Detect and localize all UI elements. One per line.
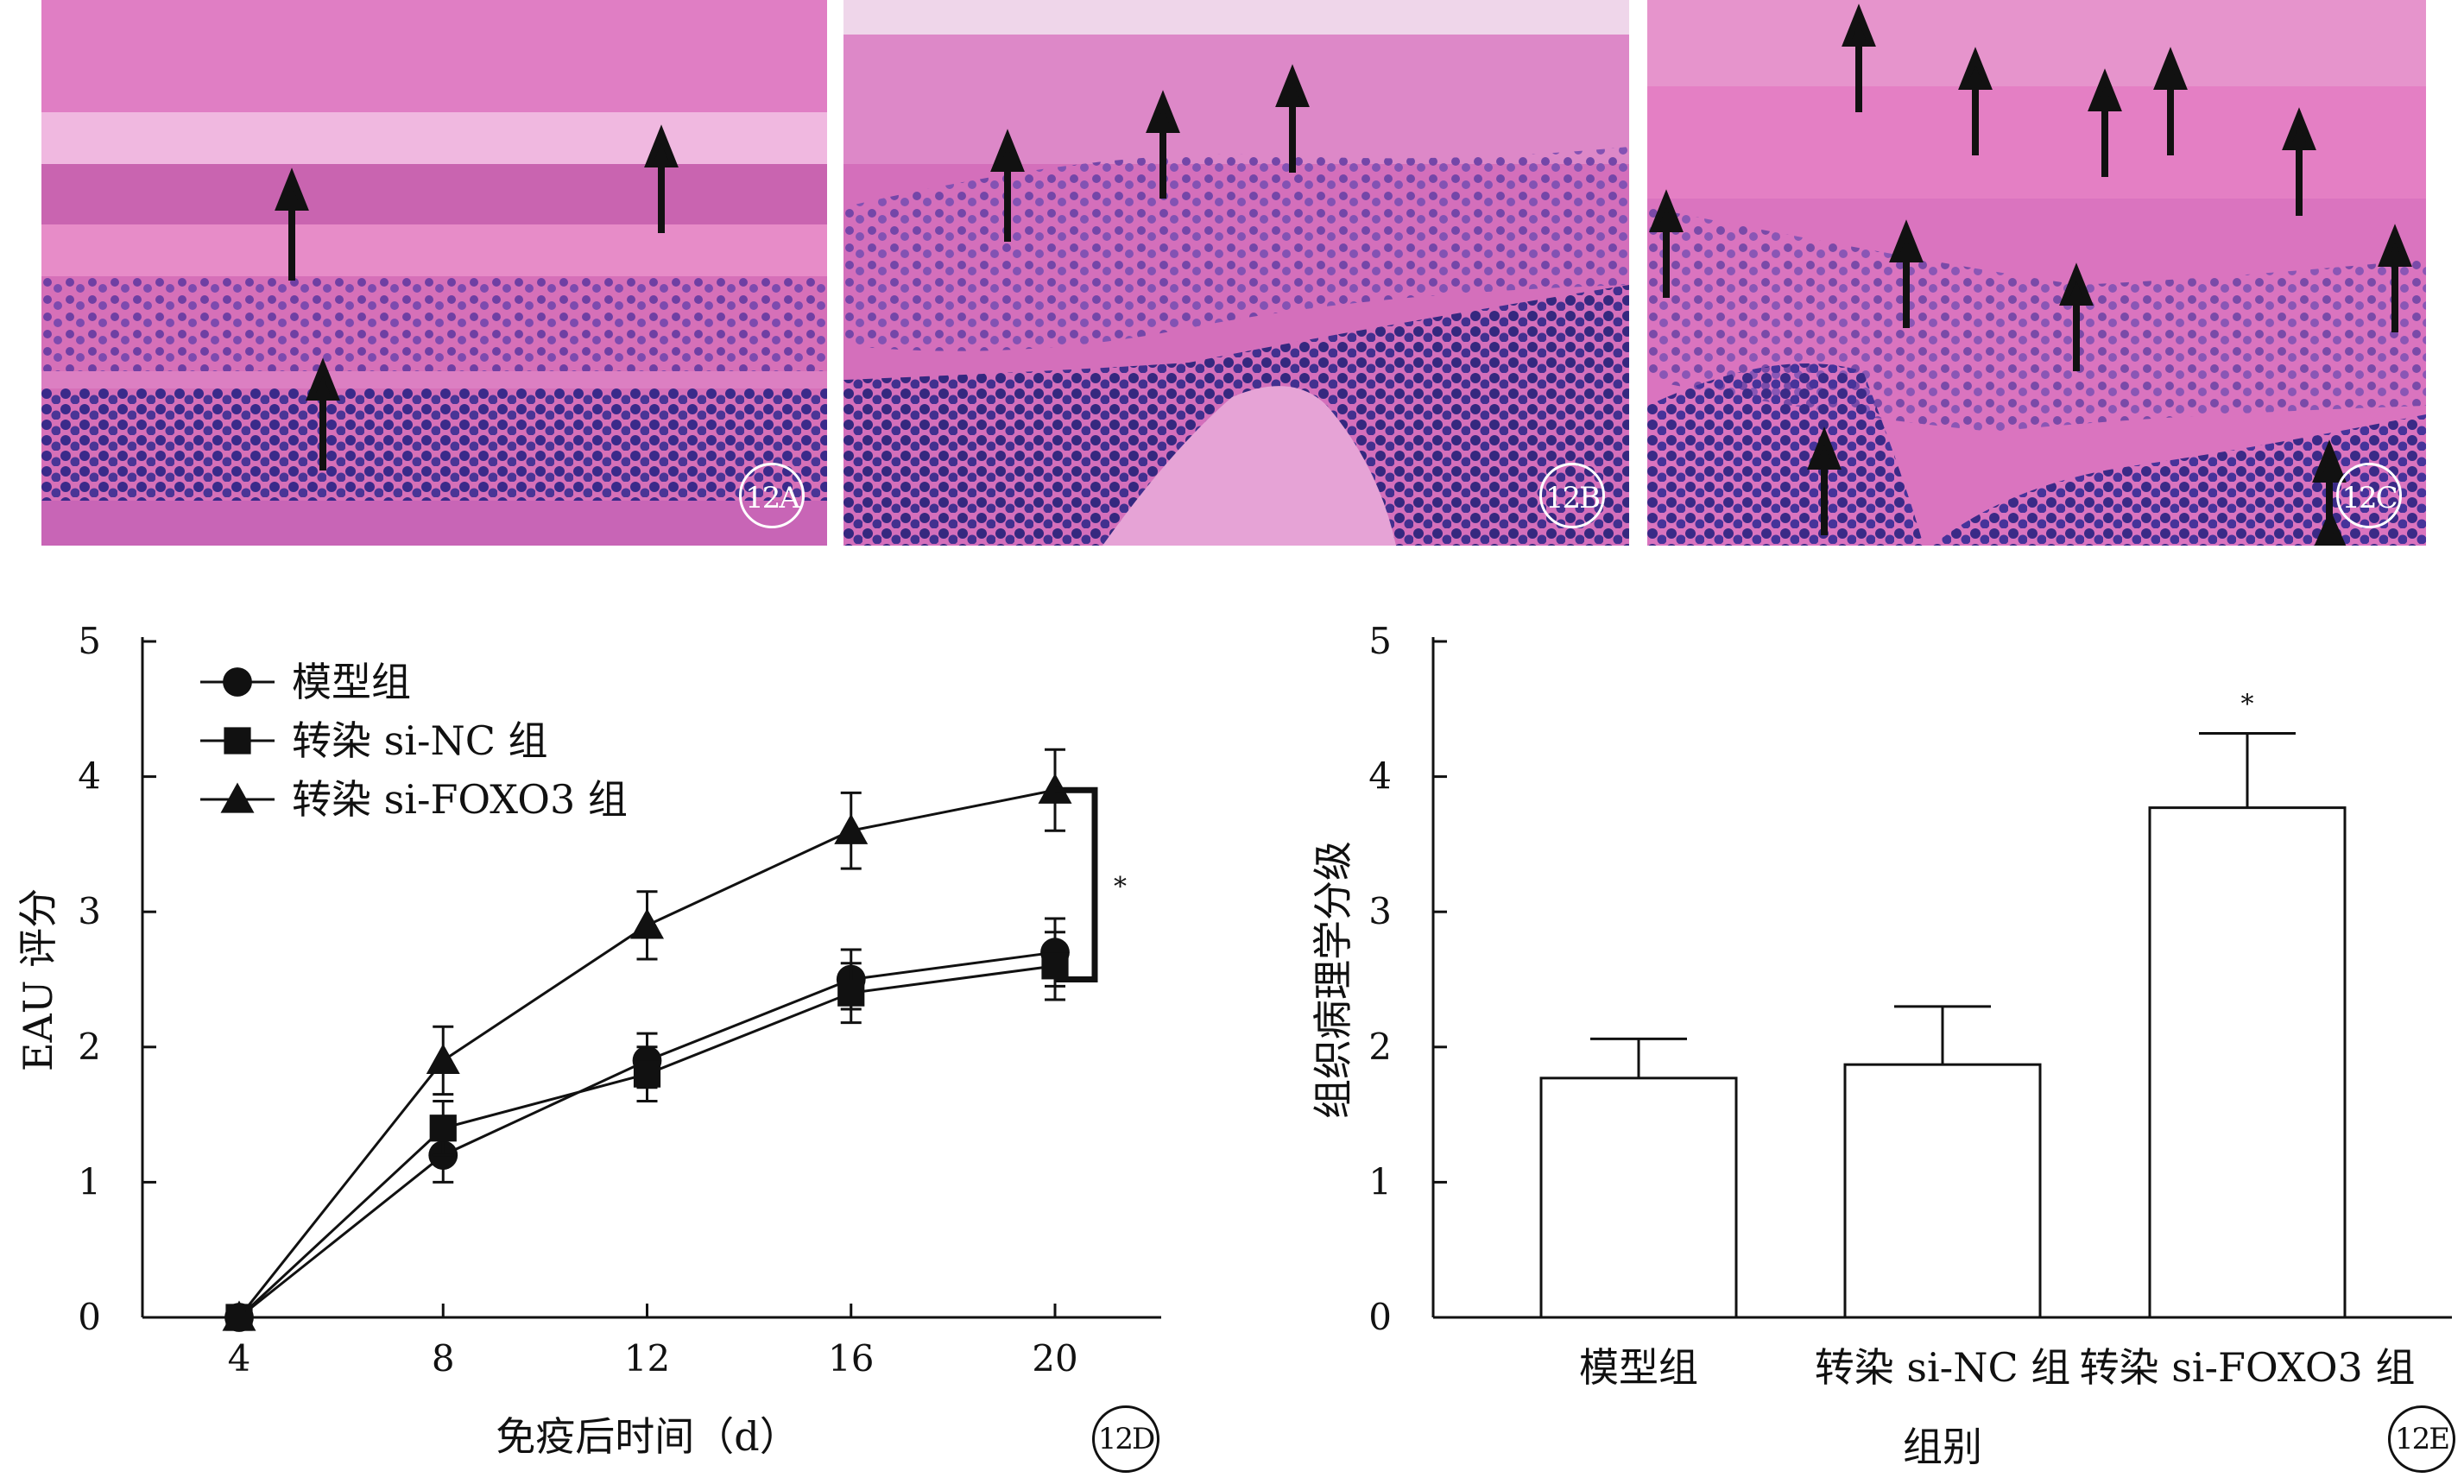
category-label: 模型组 [1579,1344,1698,1391]
data-point-square [1041,952,1069,980]
histology-panel-a: 12A [41,0,827,546]
legend-label: 转染 si-NC 组 [292,717,548,764]
data-point-square [837,979,865,1007]
x-axis-label: 免疫后时间（d） [496,1413,799,1460]
panel-label-12e: 12E [2388,1405,2455,1473]
y-tick-label: 1 [78,1160,101,1203]
panel-label-12c: 12C [2336,463,2402,528]
series-line [237,964,1056,1319]
legend-label: 模型组 [292,659,411,705]
category-label: 转染 si-FOXO3 组 [2080,1344,2416,1391]
legend-label: 转染 si-FOXO3 组 [292,776,628,823]
bar [1539,1077,1738,1319]
y-tick-label: 5 [78,620,101,662]
y-axis-label: EAU 评分 [15,888,61,1071]
bar [1843,1063,2042,1319]
y-tick-label: 1 [1368,1160,1392,1203]
y-tick-label: 4 [1368,755,1392,798]
series-1: 转染 si-NC 组 [200,717,1069,1331]
data-point-square [429,1115,457,1142]
y-tick-label: 4 [78,755,101,798]
x-tick-label: 8 [432,1337,455,1380]
x-tick-label: 4 [228,1337,251,1380]
histology-image-a [41,0,827,546]
data-point-square [224,727,251,755]
data-point-triangle [834,813,869,844]
data-point-triangle [222,1300,256,1331]
significance-marker: * [1114,872,1127,902]
panel-label-12b: 12B [1539,463,1605,528]
category-label: 转染 si-NC 组 [1815,1344,2071,1391]
data-point-square [633,1060,661,1088]
x-tick-label: 16 [828,1337,874,1380]
y-tick-label: 0 [1368,1296,1392,1338]
histology-panel-b: 12B [843,0,1629,546]
bar-chart-12e-svg: 0 1 2 3 4 5 模型组 转染 si-NC 组转染 si-FOXO3 组 * 组别 组织病理学… [1310,620,2452,1470]
y-tick-label: 2 [78,1026,101,1068]
panel-label-12d: 12D [1092,1405,1159,1473]
data-point-circle [223,667,252,697]
histology-panel-c: 12C [1647,0,2426,546]
series-line [238,950,1056,1319]
bar-chart-12e: 0 1 2 3 4 5 模型组 转染 si-NC 组转染 si-FOXO3 组 * 组别 组织病理学… [1209,587,2464,1484]
y-tick-label: 3 [78,890,101,932]
y-tick-label: 0 [78,1296,101,1338]
x-axis-label: 组别 [1903,1424,1982,1470]
data-point-triangle [426,1043,460,1075]
panel-label-12a: 12A [739,463,805,528]
y-tick-label: 3 [1368,890,1392,932]
x-tick-label: 12 [624,1337,670,1380]
data-point-triangle [630,908,664,939]
histology-image-c [1647,0,2426,546]
y-tick-label: 5 [1368,620,1392,662]
bar [2148,806,2347,1319]
significance-bracket [1055,786,1098,982]
line-chart-12d: 0 1 2 3 4 5 4 8 12 16 20 免疫后时间（d） EAU 评分 模型组 转染 si-NC … [0,587,1209,1484]
data-point-triangle [220,782,255,813]
y-axis-label: 组织病理学分级 [1310,841,1356,1119]
y-tick-label: 2 [1368,1026,1392,1068]
series-2: 转染 si-FOXO3 组 [200,748,1072,1331]
significance-marker: * [2241,689,2254,719]
histology-image-b [843,0,1629,546]
x-tick-label: 20 [1032,1337,1077,1380]
